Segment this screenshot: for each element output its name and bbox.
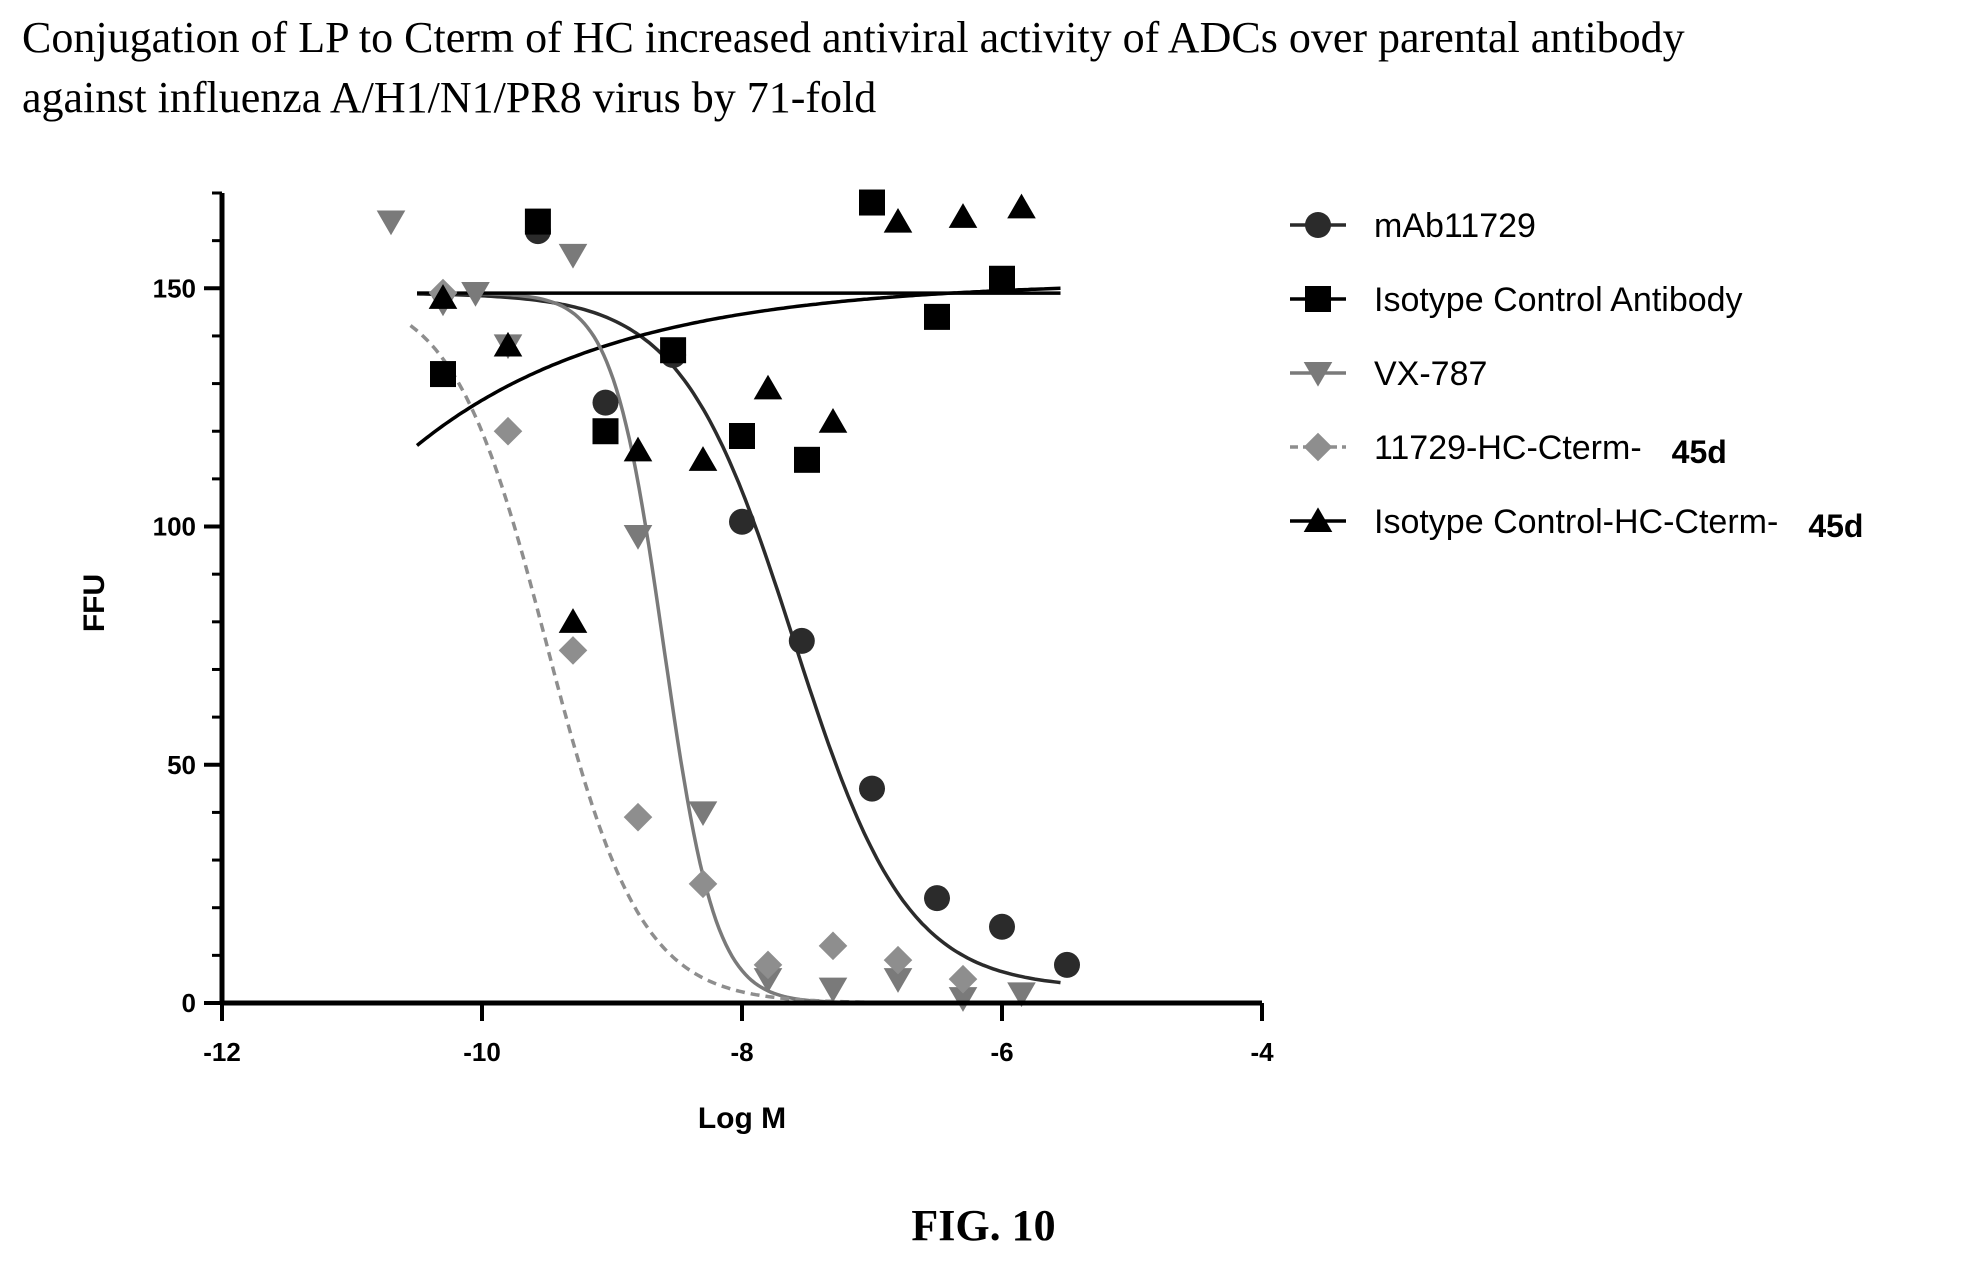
data-point-series-2	[729, 423, 755, 449]
x-tick-label: -10	[463, 1037, 501, 1067]
legend-marker	[1303, 507, 1333, 533]
data-point-series-2	[524, 208, 551, 235]
data-point-series-4	[558, 636, 588, 665]
data-point-series-2	[794, 446, 820, 473]
data-point-series-5	[558, 608, 588, 633]
data-point-series-5	[688, 446, 718, 471]
data-point-series-5	[1007, 193, 1036, 219]
data-point-series-5	[428, 284, 458, 309]
y-tick-label: 100	[153, 512, 196, 542]
data-point-series-3	[376, 210, 406, 236]
data-point-series-5	[493, 331, 523, 357]
fit-curve-4	[409, 324, 963, 1005]
chart-title-line-1: Conjugation of LP to Cterm of HC increas…	[22, 13, 1685, 62]
fit-curves	[409, 286, 1061, 1005]
data-point-series-3	[753, 968, 783, 993]
data-point-series-4	[948, 964, 978, 994]
data-point-series-3	[948, 987, 978, 1012]
legend-entry-5: Isotype Control-HC-Cterm- 45d	[1290, 503, 1863, 544]
legend-label: VX-787	[1374, 355, 1487, 393]
data-point-series-1	[729, 508, 755, 535]
legend-label: Isotype Control-HC-Cterm-	[1374, 503, 1778, 541]
legend-label-suffix: 45d	[1808, 508, 1863, 544]
legend-label: mAb11729	[1374, 207, 1536, 245]
fit-curve-1	[416, 292, 1061, 985]
data-point-series-4	[623, 802, 653, 832]
data-point-series-5	[623, 436, 653, 462]
y-tick-label: 50	[167, 750, 196, 780]
legend: mAb11729 Isotype Control Antibody VX-787 11…	[1290, 207, 1863, 544]
data-point-series-1	[859, 775, 885, 802]
legend-entry-3: VX-787	[1290, 355, 1487, 393]
legend-marker	[1303, 432, 1333, 462]
legend-label: 11729-HC-Cterm-	[1374, 429, 1642, 467]
y-tick-label: 0	[182, 988, 196, 1018]
legend-entry-1: mAb11729	[1290, 207, 1536, 245]
data-point-series-1	[592, 389, 619, 416]
legend-marker	[1305, 212, 1331, 238]
data-point-series-4	[818, 931, 848, 961]
legend-label-suffix: 45d	[1672, 434, 1727, 470]
data-point-series-3	[1007, 982, 1036, 1008]
data-point-series-5	[753, 374, 783, 400]
data-point-series-2	[660, 337, 687, 364]
data-point-series-3	[818, 977, 848, 1003]
data-point-series-2	[592, 418, 619, 445]
legend-label: Isotype Control Antibody	[1374, 281, 1743, 319]
chart-title: Conjugation of LP to Cterm of HC increas…	[22, 8, 1952, 128]
data-point-series-3	[688, 801, 718, 827]
data-point-series-4	[753, 950, 783, 980]
legend-marker	[1305, 286, 1331, 312]
x-tick-label: -8	[730, 1037, 753, 1067]
data-point-series-3	[883, 968, 913, 993]
data-point-series-5	[818, 408, 848, 433]
data-point-series-3	[461, 282, 490, 307]
x-tick-label: -12	[203, 1037, 241, 1067]
x-tick-label: -6	[990, 1037, 1013, 1067]
data-point-series-3	[558, 243, 588, 269]
legend-marker	[1303, 361, 1333, 387]
data-point-series-1	[788, 627, 815, 654]
data-point-series-1	[989, 913, 1015, 940]
y-axis-title: FFU	[78, 574, 111, 632]
x-tick-label: -4	[1250, 1037, 1274, 1067]
data-points	[376, 189, 1080, 1012]
fit-curve-3	[417, 291, 1061, 1005]
y-tick-label: 150	[153, 273, 196, 303]
data-point-series-1	[924, 885, 950, 912]
fit-curve-2	[415, 286, 1061, 447]
data-point-series-2	[859, 189, 885, 216]
data-point-series-2	[430, 361, 456, 388]
data-point-series-1	[1054, 951, 1080, 978]
data-point-series-5	[883, 207, 913, 233]
data-point-series-2	[989, 265, 1015, 292]
figure-label: FIG. 10	[911, 1201, 1056, 1250]
data-point-series-2	[924, 303, 950, 330]
data-point-series-4	[493, 416, 523, 446]
data-point-series-4	[688, 869, 718, 899]
legend-entry-4: 11729-HC-Cterm- 45d	[1290, 429, 1727, 470]
data-point-series-3	[623, 525, 653, 550]
legend-entry-2: Isotype Control Antibody	[1290, 281, 1743, 319]
x-axis-title: Log M	[698, 1102, 786, 1135]
chart-title-line-2: against influenza A/H1/N1/PR8 virus by 7…	[22, 73, 877, 122]
data-point-series-4	[883, 945, 913, 975]
data-point-series-5	[948, 203, 978, 228]
axes: -12 -10 -8 -6 -4 0 50 100 150	[153, 191, 1274, 1067]
